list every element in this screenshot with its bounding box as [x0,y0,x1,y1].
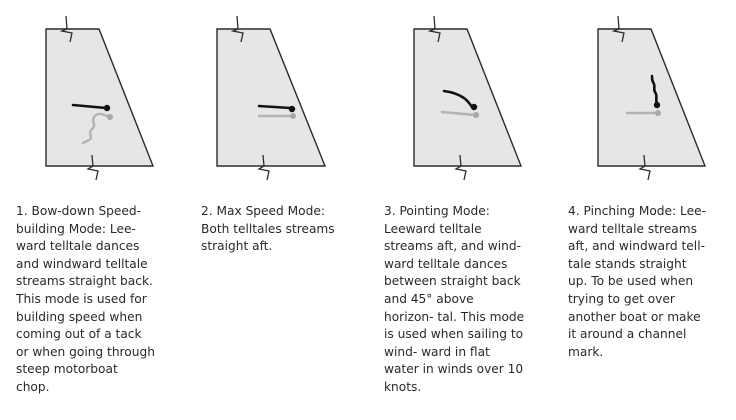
break-mark-bottom [638,154,651,181]
break-mark-top [230,15,244,43]
sail-section [413,28,523,167]
leeward-telltale-anchor [288,105,296,113]
break-mark-bottom [454,154,467,181]
leeward-telltale [650,74,659,106]
sail-section [45,28,155,167]
break-mark-bottom [257,154,270,181]
break-mark-bottom [86,154,99,181]
break-mark-top [611,15,625,43]
windward-telltale [81,112,112,145]
leeward-telltale-anchor [470,103,478,111]
sail-section [597,28,707,167]
sail-diagram-max-speed [216,15,327,181]
windward-telltale-anchor [107,114,113,120]
caption-max-speed: 2. Max Speed Mode: Both telltales stream… [201,204,335,254]
leeward-telltale [442,89,474,109]
panel-pointing: 3. Pointing Mode: Leeward telltale strea… [368,0,548,420]
leeward-telltale [71,103,108,110]
windward-telltale [440,110,477,117]
sail-section [216,28,327,167]
sail-diagram-pinching [597,15,707,181]
panel-max-speed: 2. Max Speed Mode: Both telltales stream… [185,0,365,420]
sail-diagram-bow-down [45,15,155,181]
break-mark-top [59,15,73,43]
windward-telltale-anchor [655,110,661,116]
leeward-telltale-anchor [103,104,111,112]
leeward-telltale [257,104,292,110]
leeward-telltale-anchor [653,101,661,109]
caption-pointing: 3. Pointing Mode: Leeward telltale strea… [384,204,525,394]
break-mark-top [427,15,441,43]
caption-pinching: 4. Pinching Mode: Lee- ward telltale str… [568,204,706,359]
panel-bow-down: 1. Bow-down Speed- building Mode: Lee- w… [0,0,180,420]
windward-telltale-anchor [473,112,479,118]
caption-bow-down: 1. Bow-down Speed- building Mode: Lee- w… [16,204,155,394]
panel-pinching: 4. Pinching Mode: Lee- ward telltale str… [552,0,732,420]
sail-diagram-pointing [413,15,523,181]
windward-telltale-anchor [290,113,296,119]
